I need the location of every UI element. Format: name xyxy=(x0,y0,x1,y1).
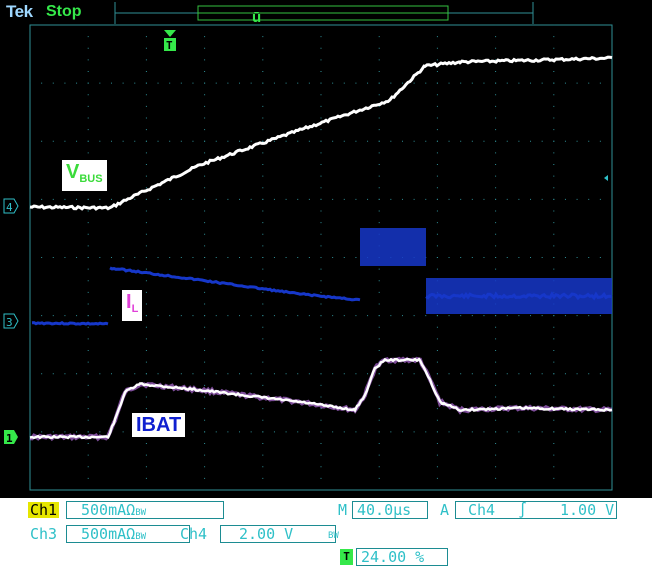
trigger-position-badge: T xyxy=(340,549,353,565)
timebase-prefix: M xyxy=(338,501,348,519)
svg-text:3: 3 xyxy=(6,316,13,329)
timebase-readout[interactable]: 40.0µs xyxy=(352,501,428,519)
ch3-name[interactable]: Ch3 xyxy=(30,525,58,543)
trigger-level-arrow-icon xyxy=(604,175,608,181)
svg-text:ū: ū xyxy=(252,9,261,26)
record-bar: ū xyxy=(114,2,534,26)
svg-text:T: T xyxy=(166,39,173,52)
brand-logo: Tek xyxy=(6,2,33,21)
ch4-scale[interactable]: 2.00 V xyxy=(220,525,336,543)
ch4-ground-marker: 4 xyxy=(3,198,19,214)
ch3-scale[interactable]: 500mAΩBW xyxy=(66,525,190,543)
graticule xyxy=(29,24,613,491)
ch1-scale[interactable]: 500mAΩBW xyxy=(66,501,224,519)
il-label: IL xyxy=(122,290,143,321)
ch4-bw-icon: BW xyxy=(328,531,339,541)
vbus-label: VBUS xyxy=(62,160,107,191)
trigger-prefix: A xyxy=(440,501,450,519)
acquisition-status: Stop xyxy=(46,3,82,20)
ch3-ground-marker: 3 xyxy=(3,313,19,329)
ch1-name[interactable]: Ch1 xyxy=(28,501,60,519)
top-status-bar: Tek Stop xyxy=(0,0,652,26)
trace-vbus xyxy=(29,55,613,211)
trigger-readout[interactable]: Ch4 ∫ 1.00 V xyxy=(455,501,617,519)
trigger-position-icon: T xyxy=(164,30,176,52)
trace-ibat xyxy=(29,357,613,440)
readout-panel: Ch1 500mAΩBW M 40.0µs A Ch4 ∫ 1.00 V Ch3… xyxy=(0,500,652,568)
ch1-ground-marker: 1 xyxy=(4,430,18,445)
svg-text:1: 1 xyxy=(6,432,13,445)
ibat-label: IBAT xyxy=(132,413,186,437)
trace-il-burst xyxy=(360,228,426,266)
rising-edge-icon: ∫ xyxy=(518,501,528,519)
trigger-position-readout[interactable]: 24.00 % xyxy=(356,548,448,566)
trace-il-segment xyxy=(425,291,613,301)
svg-text:4: 4 xyxy=(6,201,13,214)
trace-il-segment xyxy=(109,266,361,302)
ch4-name[interactable]: Ch4 xyxy=(180,525,208,543)
screen-background xyxy=(0,0,652,498)
trace-il-segment xyxy=(31,320,109,326)
